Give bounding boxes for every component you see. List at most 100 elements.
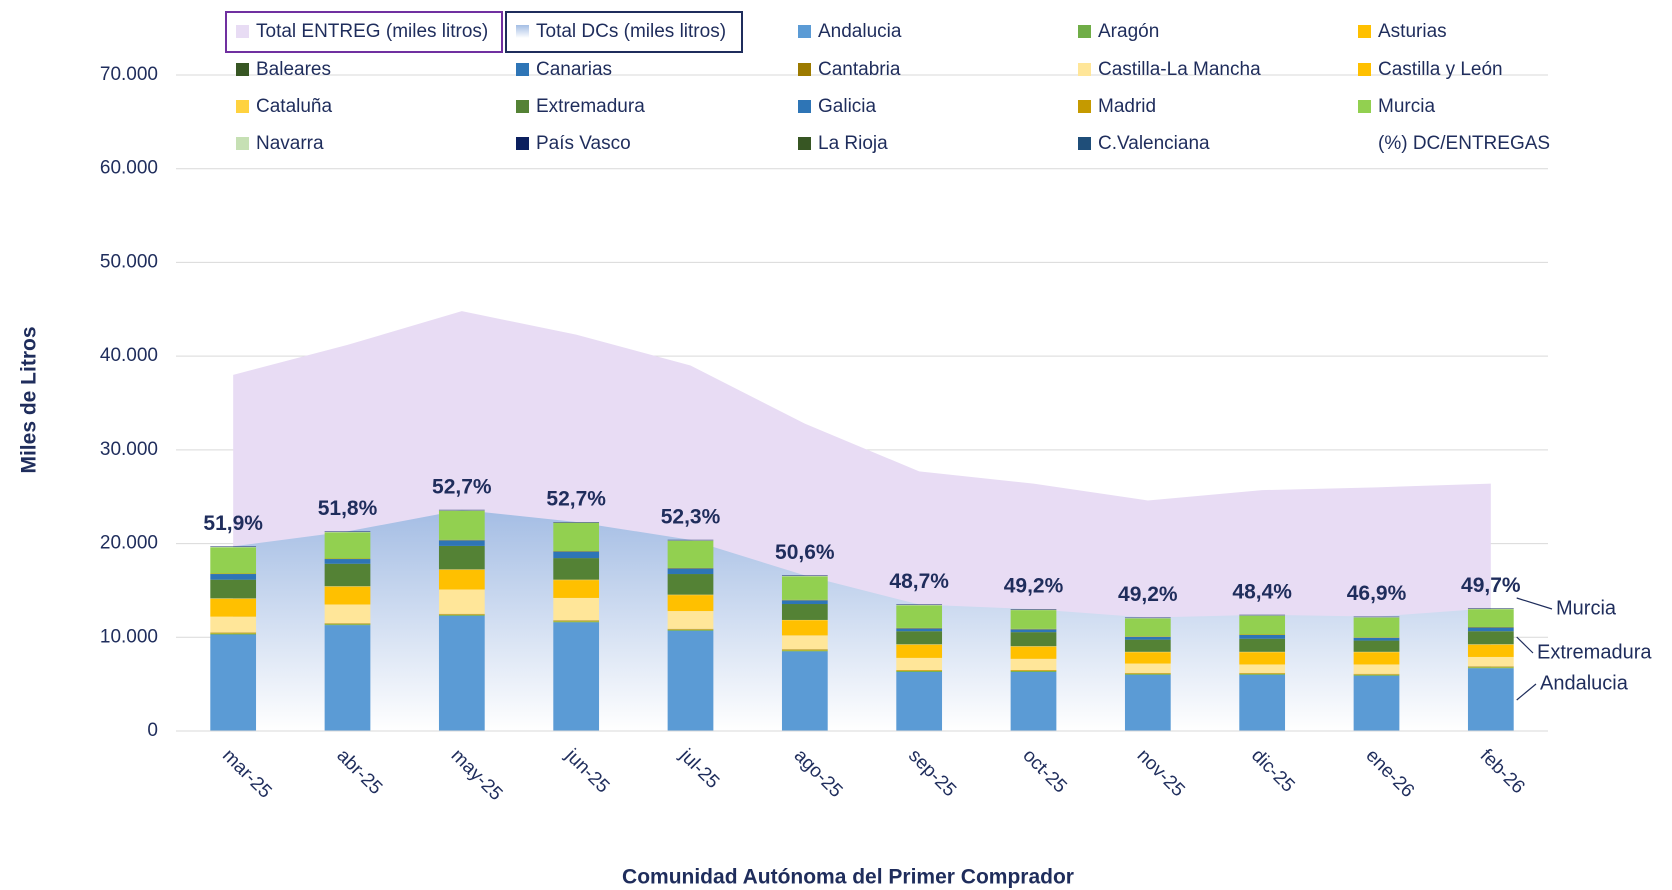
legend-swatch: [798, 100, 811, 113]
bar-segment: [781, 604, 828, 620]
bar-segment: [438, 569, 485, 590]
y-tick-label: 20.000: [100, 533, 158, 554]
legend-frame: [505, 11, 743, 53]
bar-segment: [667, 630, 714, 731]
bar-segment: [667, 540, 714, 568]
bar-segment: [210, 633, 257, 635]
bar-segment: [1010, 658, 1057, 671]
legend-frame: [225, 11, 503, 53]
bar-segment: [1353, 675, 1400, 731]
legend-swatch: [798, 63, 811, 76]
bar-segment: [553, 558, 600, 580]
bar-segment: [896, 644, 943, 658]
x-axis-title: Comunidad Autónoma del Primer Comprador: [622, 866, 1074, 889]
x-tick-label: jul-25: [675, 745, 723, 793]
bar-segment: [324, 563, 371, 587]
bar-segment: [1353, 652, 1400, 665]
legend-swatch: [1078, 25, 1091, 38]
legend-swatch: [516, 25, 529, 38]
bar-segment: [324, 624, 371, 626]
annotation: Murcia: [1556, 597, 1617, 619]
legend-label: Cataluña: [256, 96, 332, 117]
bar-segment: [1239, 615, 1286, 635]
legend-swatch: [798, 137, 811, 150]
bar-segment: [1467, 644, 1514, 657]
x-tick-label: feb-26: [1476, 745, 1529, 798]
x-tick-label: dic-25: [1247, 745, 1298, 796]
bar-segment: [667, 595, 714, 612]
legend-swatch: [1358, 100, 1371, 113]
bar-segment: [553, 621, 600, 623]
legend-swatch: [236, 137, 249, 150]
bar-segment: [1124, 639, 1171, 652]
bar-segment: [896, 671, 943, 672]
bar-segment: [896, 631, 943, 645]
bar-segment: [324, 604, 371, 624]
bar-segment: [324, 625, 371, 731]
bar-segment: [553, 597, 600, 621]
bar-segment: [781, 650, 828, 652]
legend-swatch: [798, 25, 811, 38]
bar-segment: [1124, 673, 1171, 675]
legend-label: (%) DC/ENTREGAS: [1378, 133, 1550, 154]
y-axis-title: Miles de Litros: [18, 326, 41, 473]
legend-label: Extremadura: [536, 96, 645, 117]
bar-segment: [1353, 664, 1400, 674]
pct-label: 46,9%: [1347, 582, 1407, 605]
bar-segment: [1467, 609, 1514, 627]
x-tick-label: ago-25: [790, 745, 847, 802]
legend-label: País Vasco: [536, 133, 631, 154]
bar-segment: [1010, 671, 1057, 731]
bar-segment: [438, 540, 485, 546]
x-tick-label: jun-25: [560, 745, 613, 798]
bar-segment: [1353, 640, 1400, 652]
bar-segment: [210, 547, 257, 574]
legend-label: Castilla y León: [1378, 59, 1503, 80]
y-tick-label: 0: [147, 720, 158, 741]
legend-label: Andalucia: [818, 21, 902, 42]
pct-label: 51,8%: [318, 497, 378, 520]
bar-segment: [438, 614, 485, 616]
bar-segment: [1124, 636, 1171, 640]
legend-swatch: [1078, 63, 1091, 76]
y-tick-label: 70.000: [100, 64, 158, 85]
bar-segment: [1239, 638, 1286, 652]
bar-segment: [667, 611, 714, 629]
bar-segment: [896, 657, 943, 671]
bar-segment: [438, 545, 485, 570]
bar-segment: [1353, 674, 1400, 676]
pct-label: 49,7%: [1461, 574, 1521, 597]
bar-segment: [324, 586, 371, 605]
pct-label: 51,9%: [203, 512, 263, 535]
annotation: Extremadura: [1537, 641, 1652, 663]
bar-segment: [1353, 637, 1400, 641]
bar-segment: [1010, 632, 1057, 647]
legend-swatch: [1078, 100, 1091, 113]
bar-segment: [781, 651, 828, 731]
bar-segment: [781, 620, 828, 636]
legend-label: Baleares: [256, 59, 331, 80]
legend-label: Total ENTREG (miles litros): [256, 21, 488, 42]
bar-segment: [1467, 668, 1514, 731]
bar-segment: [781, 576, 828, 600]
bar-segment: [1010, 646, 1057, 659]
y-tick-label: 10.000: [100, 626, 158, 647]
legend-label: C.Valenciana: [1098, 133, 1210, 154]
legend-label: Cantabria: [818, 59, 901, 80]
bar-segment: [210, 574, 257, 580]
bar-segment: [1467, 667, 1514, 669]
pct-label: 52,7%: [432, 475, 492, 498]
x-tick-label: may-25: [447, 745, 507, 805]
pct-label: 49,2%: [1118, 583, 1178, 606]
bar-segment: [324, 532, 371, 559]
bar-segment: [1010, 671, 1057, 672]
legend-label: Navarra: [256, 133, 324, 154]
legend-swatch: [1078, 137, 1091, 150]
legend-label: Murcia: [1378, 96, 1435, 117]
annotation-leader: [1516, 683, 1537, 701]
bar-segment: [1124, 663, 1171, 673]
legend-label: Madrid: [1098, 96, 1156, 117]
bar-segment: [667, 574, 714, 595]
bar-segment: [1467, 627, 1514, 632]
